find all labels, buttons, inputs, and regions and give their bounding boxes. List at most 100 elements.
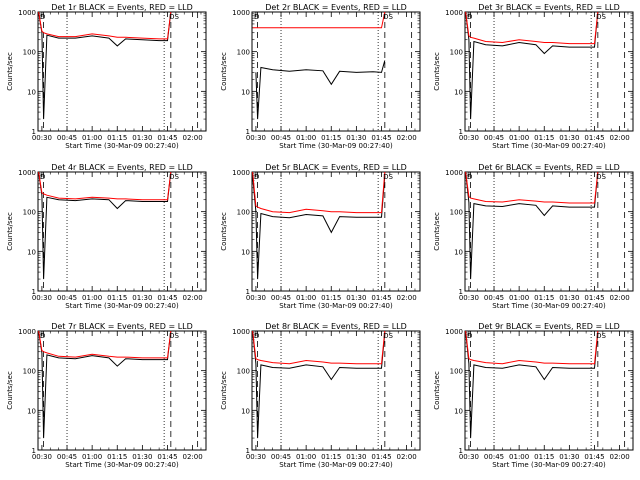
x-tick-label: 01:15: [534, 453, 554, 461]
panel-title: Det 5r BLACK = Events, RED = LLD: [265, 163, 407, 172]
x-tick-label: 01:30: [559, 134, 579, 142]
x-tick-label: 00:30: [246, 294, 266, 302]
y-tick-label: 100: [23, 209, 36, 217]
x-tick-label: 01:45: [157, 134, 177, 142]
x-tick-label: 01:15: [321, 453, 341, 461]
marker-left: D: [40, 173, 45, 181]
panel-title: Det 3r BLACK = Events, RED = LLD: [478, 3, 620, 12]
y-tick-label: 100: [450, 49, 463, 57]
y-tick-label: 100: [237, 49, 250, 57]
x-tick-label: 00:45: [57, 134, 77, 142]
x-tick-label: 01:00: [82, 294, 102, 302]
x-tick-label: 00:45: [484, 134, 504, 142]
plot-frame: [251, 171, 421, 292]
marker-right: DS: [596, 332, 606, 340]
x-tick-label: 00:30: [459, 134, 479, 142]
x-tick-label: 01:30: [559, 453, 579, 461]
y-tick-label: 10: [241, 407, 250, 415]
x-tick-label: 02:00: [610, 453, 630, 461]
panel-title: Det 6r BLACK = Events, RED = LLD: [478, 163, 620, 172]
x-tick-label: 02:00: [610, 294, 630, 302]
plot-frame: [37, 330, 207, 451]
x-axis-label: Start Time (30-Mar-09 00:27:40): [279, 302, 393, 310]
panel-det-7r: Det 7r BLACK = Events, RED = LLD 1 10 100 10…: [6, 322, 207, 469]
y-axis-label: Counts/sec: [433, 212, 441, 251]
y-tick-label: 1: [459, 128, 463, 136]
x-tick-label: 00:45: [57, 453, 77, 461]
plot-frame: [251, 11, 421, 132]
y-axis-label: Counts/sec: [220, 212, 228, 251]
x-tick-label: 01:30: [346, 453, 366, 461]
x-tick-label: 01:45: [584, 453, 604, 461]
plot-frame: [251, 330, 421, 451]
y-axis-label: Counts/sec: [6, 52, 14, 91]
x-tick-label: 00:45: [271, 294, 291, 302]
x-tick-label: 01:30: [132, 134, 152, 142]
series-line-lld: [38, 330, 172, 359]
series-line-events: [465, 11, 599, 120]
x-tick-label: 01:00: [509, 453, 529, 461]
series-line-events: [38, 330, 172, 439]
x-tick-label: 00:30: [246, 453, 266, 461]
y-axis-label: Counts/sec: [220, 371, 228, 410]
x-axis-label: Start Time (30-Mar-09 00:27:40): [492, 302, 606, 310]
y-axis-label: Counts/sec: [433, 52, 441, 91]
x-tick-label: 01:00: [296, 453, 316, 461]
plot-frame: [37, 171, 207, 292]
panel-title: Det 4r BLACK = Events, RED = LLD: [51, 163, 193, 172]
y-tick-label: 1: [32, 128, 36, 136]
y-tick-label: 10: [241, 88, 250, 96]
y-tick-label: 1000: [18, 328, 36, 336]
x-axis-label: Start Time (30-Mar-09 00:27:40): [492, 142, 606, 150]
series-line-lld: [38, 11, 172, 40]
y-axis-label: Counts/sec: [220, 52, 228, 91]
marker-right: DS: [383, 173, 393, 181]
y-tick-label: 10: [241, 248, 250, 256]
x-tick-label: 00:30: [459, 294, 479, 302]
marker-left: D: [467, 13, 472, 21]
marker-right: DS: [383, 13, 393, 21]
plot-frame: [464, 171, 634, 292]
x-tick-label: 01:15: [107, 453, 127, 461]
x-tick-label: 02:00: [183, 294, 203, 302]
panel-det-6r: Det 6r BLACK = Events, RED = LLD 1 10 100 10…: [433, 163, 634, 310]
y-tick-label: 1: [246, 288, 250, 296]
y-tick-label: 100: [237, 368, 250, 376]
panel-det-3r: Det 3r BLACK = Events, RED = LLD 1 10 100 10…: [433, 3, 634, 150]
y-tick-label: 1000: [232, 9, 250, 17]
x-tick-label: 01:00: [296, 134, 316, 142]
x-tick-label: 01:00: [82, 453, 102, 461]
y-tick-label: 10: [454, 88, 463, 96]
x-tick-label: 01:45: [371, 134, 391, 142]
series-line-lld: [252, 330, 386, 365]
series-line-lld: [38, 171, 172, 201]
marker-left: D: [254, 332, 259, 340]
panel-det-5r: Det 5r BLACK = Events, RED = LLD 1 10 100 10…: [220, 163, 421, 310]
marker-left: D: [40, 332, 45, 340]
marker-left: D: [467, 332, 472, 340]
marker-right: DS: [169, 13, 179, 21]
x-tick-label: 00:45: [271, 453, 291, 461]
x-tick-label: 00:45: [484, 453, 504, 461]
x-tick-label: 01:00: [509, 294, 529, 302]
panel-title: Det 8r BLACK = Events, RED = LLD: [265, 322, 407, 331]
y-tick-label: 10: [454, 407, 463, 415]
x-tick-label: 00:45: [484, 294, 504, 302]
x-tick-label: 01:45: [584, 134, 604, 142]
panel-title: Det 1r BLACK = Events, RED = LLD: [51, 3, 193, 12]
x-tick-label: 01:30: [132, 453, 152, 461]
marker-left: D: [254, 13, 259, 21]
y-tick-label: 10: [27, 407, 36, 415]
series-line-events: [252, 175, 386, 280]
series-line-lld: [465, 330, 599, 365]
x-tick-label: 01:45: [584, 294, 604, 302]
x-tick-label: 00:45: [57, 294, 77, 302]
panel-det-9r: Det 9r BLACK = Events, RED = LLD 1 10 100 10…: [433, 322, 634, 469]
y-tick-label: 100: [23, 49, 36, 57]
y-tick-label: 1000: [445, 328, 463, 336]
y-axis-label: Counts/sec: [433, 371, 441, 410]
y-tick-label: 10: [27, 88, 36, 96]
y-tick-label: 1: [246, 447, 250, 455]
x-axis-label: Start Time (30-Mar-09 00:27:40): [65, 142, 179, 150]
